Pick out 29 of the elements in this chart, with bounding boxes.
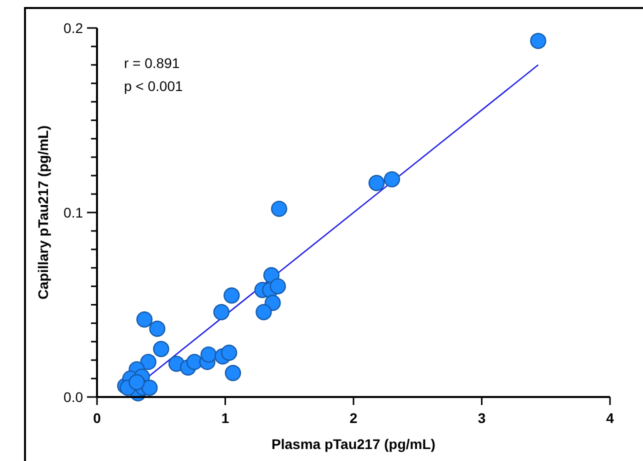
- x-tick-label: 1: [221, 410, 230, 426]
- point: [200, 346, 217, 363]
- point: [221, 344, 238, 361]
- point: [530, 32, 546, 50]
- point: [224, 364, 242, 382]
- point: [128, 374, 145, 390]
- point: [256, 304, 272, 320]
- point: [149, 320, 166, 337]
- x-tick-label: 4: [606, 410, 614, 426]
- point: [368, 174, 385, 192]
- point: [270, 278, 286, 294]
- point: [224, 287, 240, 304]
- x-tick-label: 0: [93, 410, 102, 426]
- point: [136, 311, 153, 328]
- y-tick-label: 0.1: [64, 204, 84, 220]
- x-tick-label: 2: [350, 410, 358, 426]
- point: [384, 171, 400, 188]
- point: [153, 340, 170, 358]
- y-tick-label: 0.0: [64, 388, 84, 405]
- annotation: p < 0.001: [124, 78, 183, 94]
- x-axis-title: Plasma pTau217 (pg/mL): [272, 436, 436, 452]
- x-tick-label: 3: [478, 410, 486, 426]
- point: [271, 200, 288, 217]
- y-axis-title: Capillary pTau217 (pg/mL): [35, 126, 51, 300]
- point: [213, 304, 230, 320]
- annotation: r = 0.891: [124, 55, 180, 71]
- point: [141, 380, 158, 396]
- y-tick-label: 0.2: [64, 20, 84, 36]
- point: [140, 354, 156, 370]
